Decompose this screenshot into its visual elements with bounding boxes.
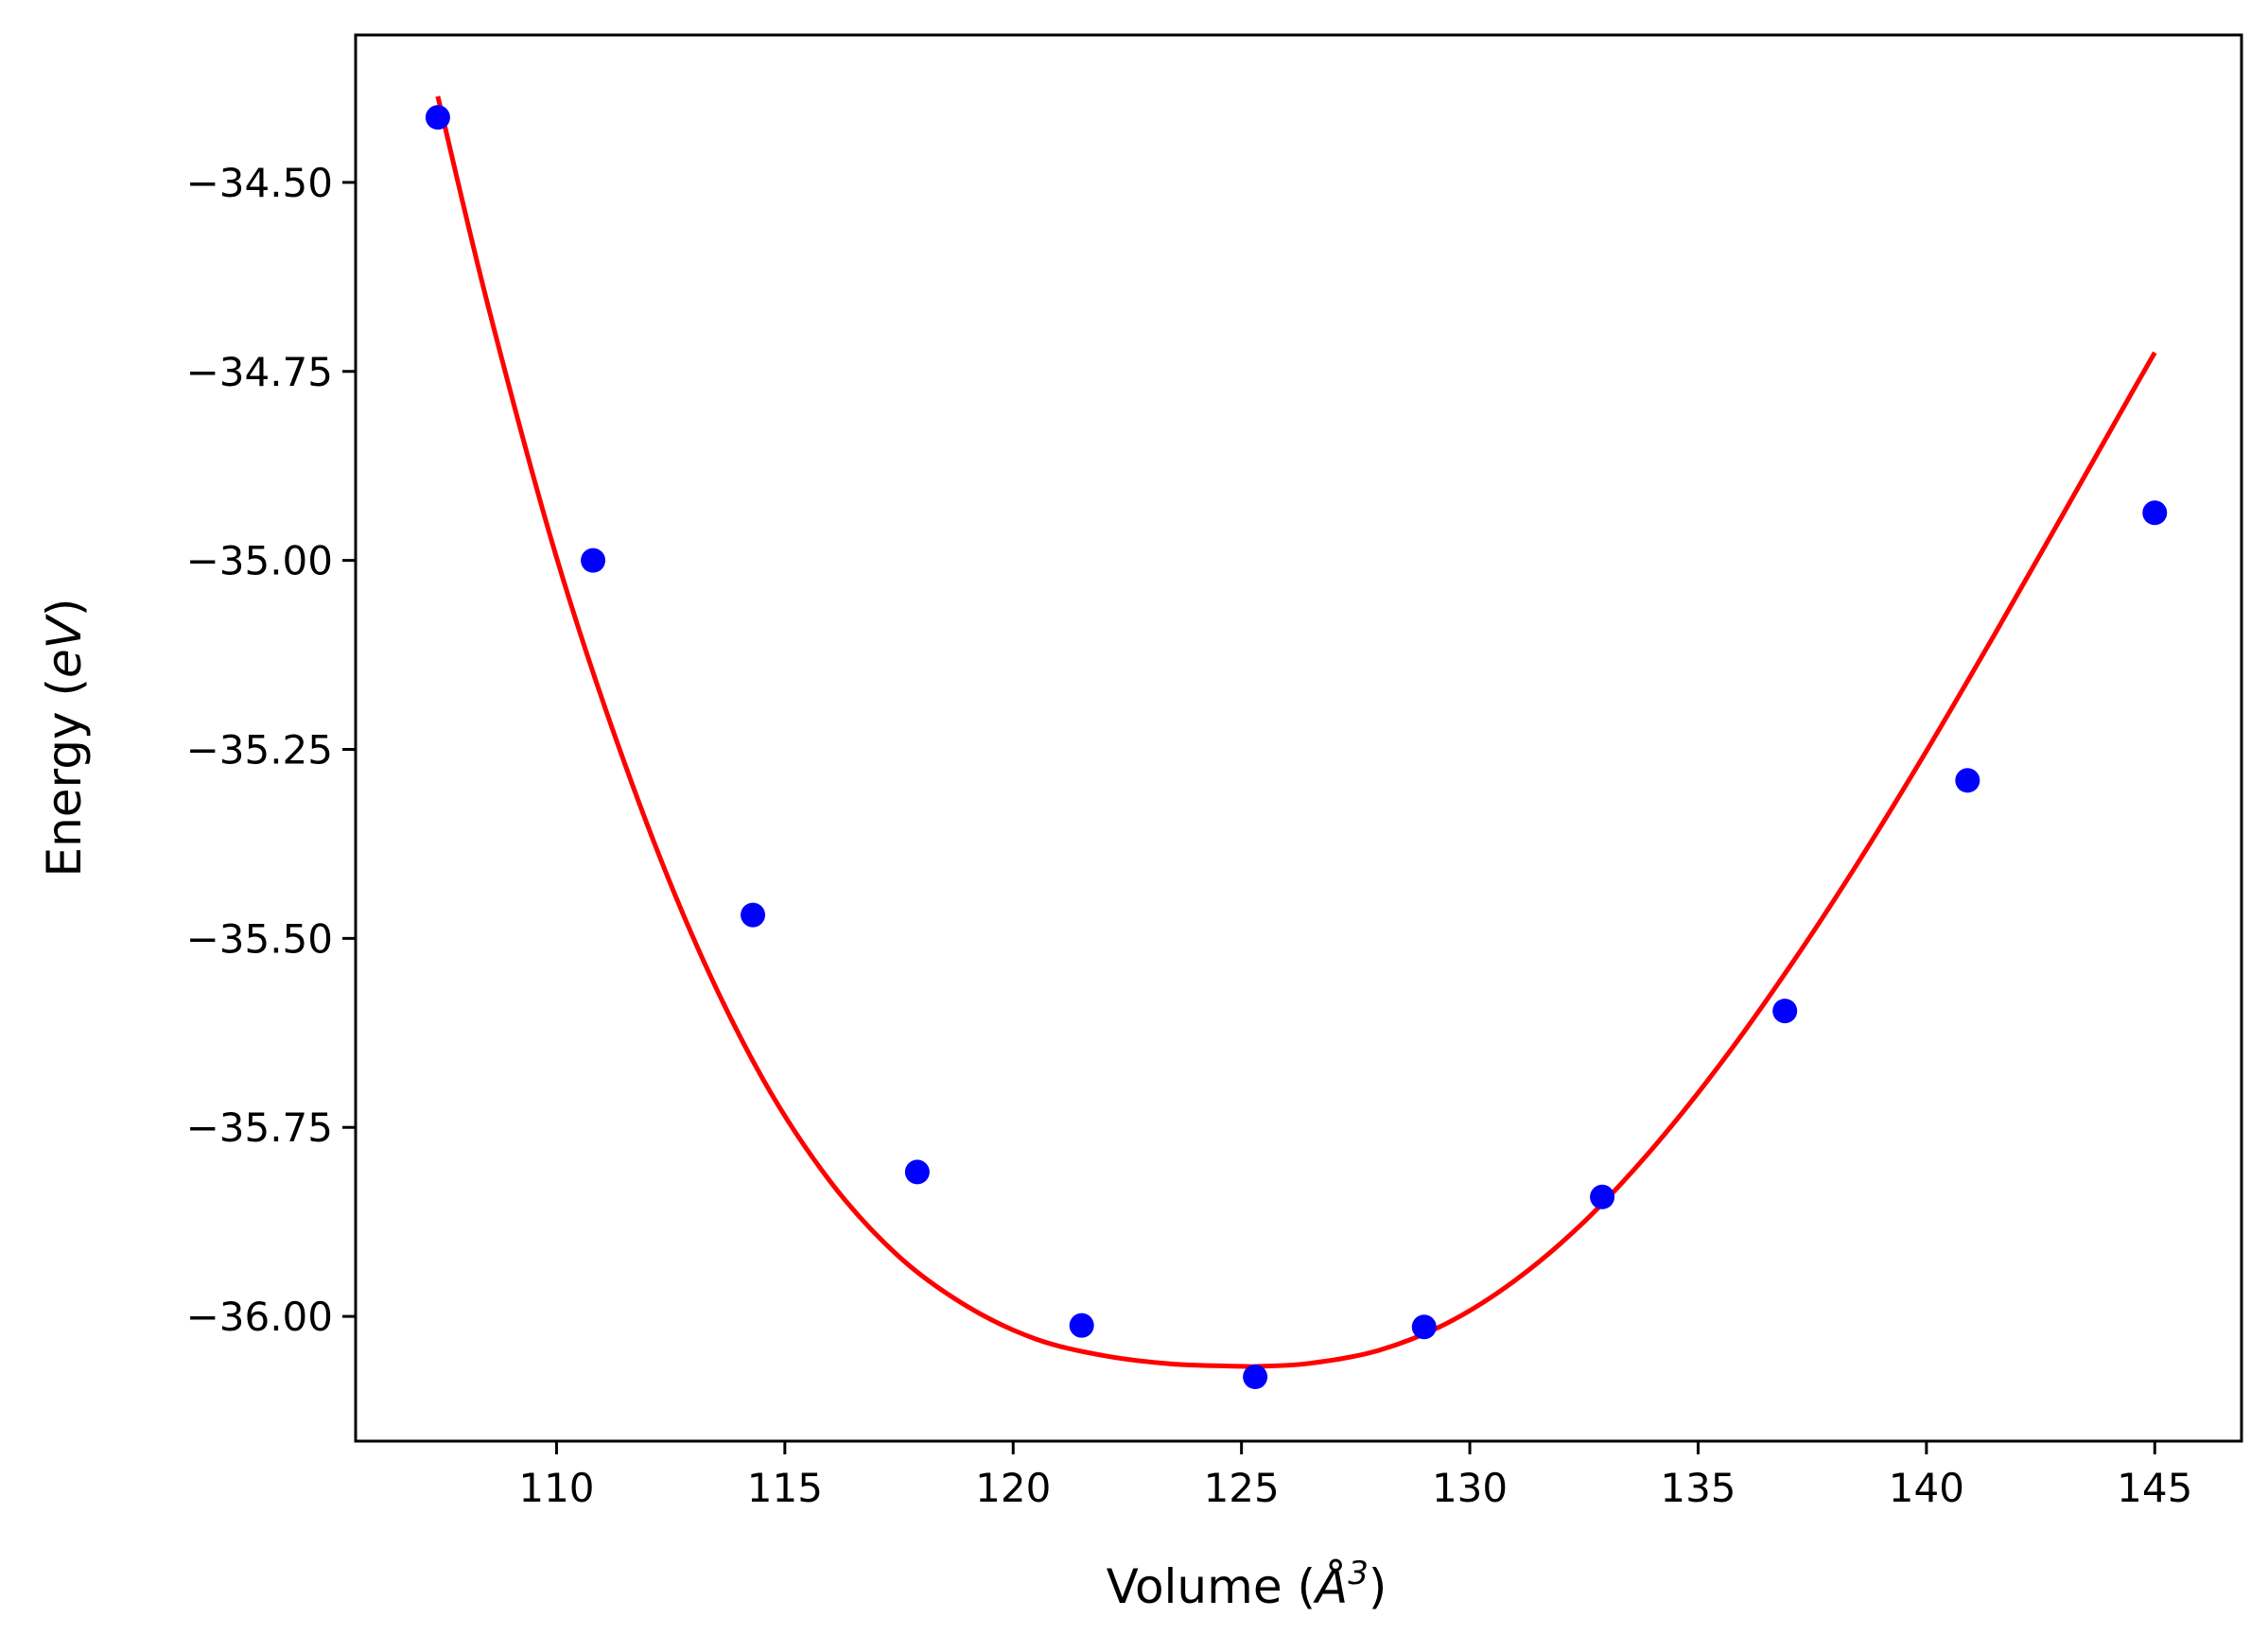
data-point	[904, 1159, 930, 1185]
y-tick-label: −34.75	[186, 349, 333, 395]
fit-curve-layer	[435, 96, 2157, 1369]
plot-frame	[354, 33, 2243, 1443]
x-tick-label: 140	[1889, 1465, 1964, 1511]
data-point	[1590, 1184, 1615, 1209]
data-points-layer	[425, 105, 2168, 1390]
x-tick-label: 115	[747, 1465, 823, 1511]
x-axis: 110 115 120 125 130 135 140 145	[518, 1441, 2192, 1511]
data-point	[2142, 500, 2168, 526]
x-axis-title: Volume (Å3)	[1107, 1555, 1387, 1614]
x-tick-label: 130	[1432, 1465, 1508, 1511]
data-point	[741, 902, 766, 928]
y-tick-label: −34.50	[186, 160, 333, 206]
data-point	[1411, 1314, 1437, 1340]
y-tick-label: −35.00	[186, 538, 333, 584]
data-point	[1772, 999, 1798, 1024]
data-point	[581, 548, 606, 573]
data-point	[1243, 1365, 1268, 1390]
x-tick-label: 145	[2117, 1465, 2192, 1511]
y-tick-label: −36.00	[186, 1294, 333, 1340]
x-tick-label: 110	[518, 1465, 594, 1511]
data-point	[425, 105, 450, 130]
x-tick-label: 125	[1204, 1465, 1280, 1511]
x-tick-label: 135	[1660, 1465, 1736, 1511]
x-tick-label: 120	[975, 1465, 1051, 1511]
y-tick-label: −35.25	[186, 726, 333, 773]
y-axis: −34.50 −34.75 −35.00 −35.25 −35.50 −35.75 −36.…	[186, 160, 356, 1340]
y-tick-label: −35.75	[186, 1104, 333, 1151]
fit-curve	[435, 96, 2157, 1369]
data-point	[1069, 1313, 1094, 1338]
data-point	[1955, 768, 1980, 793]
y-tick-label: −35.50	[186, 915, 333, 962]
y-axis-title: Energy (eV)	[37, 599, 92, 878]
